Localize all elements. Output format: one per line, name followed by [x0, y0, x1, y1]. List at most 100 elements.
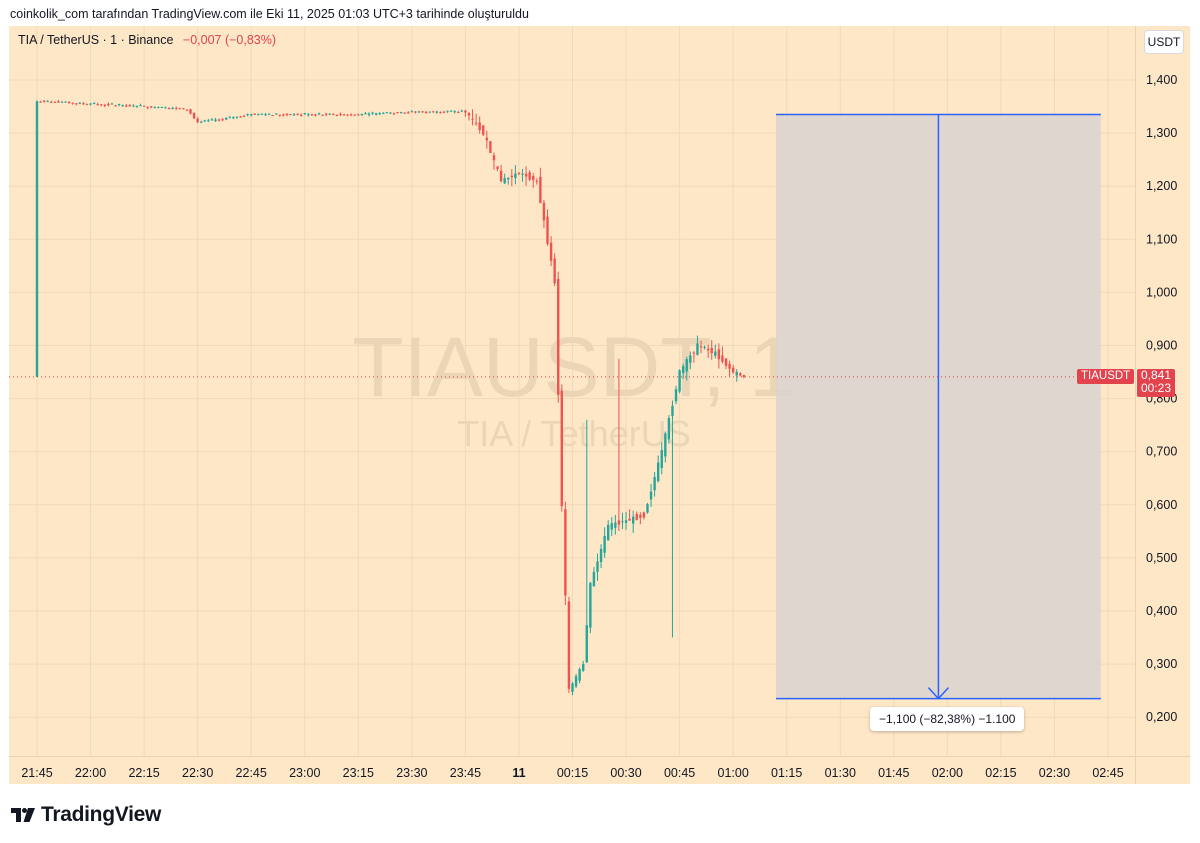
- candle-body: [103, 105, 107, 107]
- candle-body: [353, 114, 356, 116]
- candle-body: [614, 522, 617, 528]
- candle-body: [267, 113, 271, 115]
- measure-arrow-head: [927, 687, 949, 700]
- candle-body: [357, 114, 360, 116]
- candle-body: [278, 114, 281, 116]
- candle-body: [221, 119, 224, 121]
- candle-body: [706, 348, 710, 351]
- y-tick-label: 0,900: [1146, 339, 1177, 353]
- x-tick-label: 02:45: [1092, 766, 1123, 780]
- candle-body: [100, 104, 103, 106]
- y-tick-label: 1,200: [1146, 179, 1177, 193]
- candle-body: [474, 122, 478, 124]
- currency-unit-button[interactable]: USDT: [1144, 30, 1184, 54]
- candle-body: [82, 103, 85, 105]
- candle-body: [117, 104, 121, 106]
- candle-body: [528, 172, 531, 180]
- x-tick-label: 02:30: [1039, 766, 1070, 780]
- candle-body: [585, 625, 588, 663]
- candle-body: [610, 523, 613, 530]
- candle-body: [335, 114, 339, 116]
- candle-body: [432, 111, 435, 113]
- candle-body: [539, 176, 542, 204]
- candle-body: [635, 513, 638, 520]
- candle-body: [285, 113, 289, 115]
- x-tick-label: 22:00: [75, 766, 106, 780]
- candle-body: [478, 122, 481, 130]
- candle-body: [728, 363, 731, 369]
- symbol-title[interactable]: TIA / TetherUS · 1 · Binance: [18, 33, 174, 47]
- candle-body: [360, 114, 364, 116]
- candle-body: [681, 366, 685, 374]
- candle-body: [589, 582, 592, 628]
- candle-body: [75, 103, 78, 105]
- candle-body: [328, 113, 331, 115]
- candle-body: [349, 114, 353, 116]
- candle-body: [453, 111, 456, 113]
- candle-body: [264, 114, 267, 116]
- candle-body: [582, 664, 585, 671]
- candle-body: [78, 102, 82, 104]
- candle-body: [146, 107, 149, 109]
- last-price-value: 0,841: [1141, 368, 1172, 382]
- x-tick-label: 23:45: [450, 766, 481, 780]
- candle-body: [289, 114, 292, 116]
- candle-body: [692, 352, 696, 354]
- candle-body: [367, 113, 371, 115]
- candle-body: [603, 536, 606, 553]
- candle-body: [299, 114, 303, 116]
- candle-body: [424, 111, 428, 113]
- candle-body: [342, 114, 346, 116]
- candle-body: [200, 121, 203, 123]
- candle-body: [346, 114, 349, 116]
- candle-body: [435, 111, 439, 113]
- x-tick-label: 22:15: [128, 766, 159, 780]
- candle-body: [617, 520, 621, 525]
- candle-body: [628, 518, 631, 521]
- chart-panel[interactable]: 1,400 1,300 1,200 1,100 1,000 0,900 0,800 0,700…: [9, 26, 1190, 784]
- candle-body: [599, 548, 603, 563]
- candle-body: [535, 180, 538, 182]
- candle-body: [649, 491, 653, 500]
- y-tick-label: 1,000: [1146, 285, 1177, 299]
- measure-result-label[interactable]: −1,100 (−82,38%) −1.100: [870, 707, 1025, 731]
- candle-body: [546, 216, 549, 244]
- candle-body: [557, 278, 560, 395]
- y-tick-label: 0,500: [1146, 551, 1177, 565]
- candle-body: [410, 111, 414, 113]
- candle-body: [642, 512, 646, 518]
- candle-body: [257, 114, 260, 116]
- candle-body: [564, 509, 567, 596]
- candle-body: [125, 105, 128, 107]
- price-axis-panel: [1135, 26, 1190, 784]
- candle-body: [571, 683, 574, 692]
- candle-body: [624, 520, 628, 523]
- candle-body: [182, 108, 185, 110]
- candle-body: [332, 113, 335, 115]
- candle-body: [317, 113, 321, 115]
- candle-body: [567, 601, 571, 689]
- candle-body: [192, 112, 196, 119]
- candle-body: [374, 113, 378, 115]
- candle-body: [60, 101, 64, 103]
- candle-body: [228, 116, 231, 118]
- x-tick-label: 02:15: [985, 766, 1016, 780]
- candle-body: [50, 101, 53, 103]
- candle-body: [121, 105, 124, 107]
- candle-body: [499, 170, 503, 182]
- candle-body: [110, 103, 114, 105]
- candle-body: [114, 105, 117, 107]
- candle-body: [517, 172, 521, 174]
- symbol-legend[interactable]: TIA / TetherUS · 1 · Binance −0,007 (−0,…: [18, 33, 276, 47]
- candle-body: [307, 114, 310, 116]
- candle-body: [674, 389, 678, 402]
- candle-body: [150, 106, 153, 108]
- chart-canvas[interactable]: 1,4001,3001,2001,1001,0000,9000,8000,700…: [9, 26, 1190, 784]
- tradingview-logo[interactable]: TradingView: [11, 803, 161, 827]
- candle-body: [492, 155, 496, 161]
- candle-body: [553, 258, 556, 284]
- candle-body: [260, 113, 264, 115]
- candle-body: [414, 111, 417, 113]
- x-tick-label: 22:30: [182, 766, 213, 780]
- candle-body: [428, 111, 431, 113]
